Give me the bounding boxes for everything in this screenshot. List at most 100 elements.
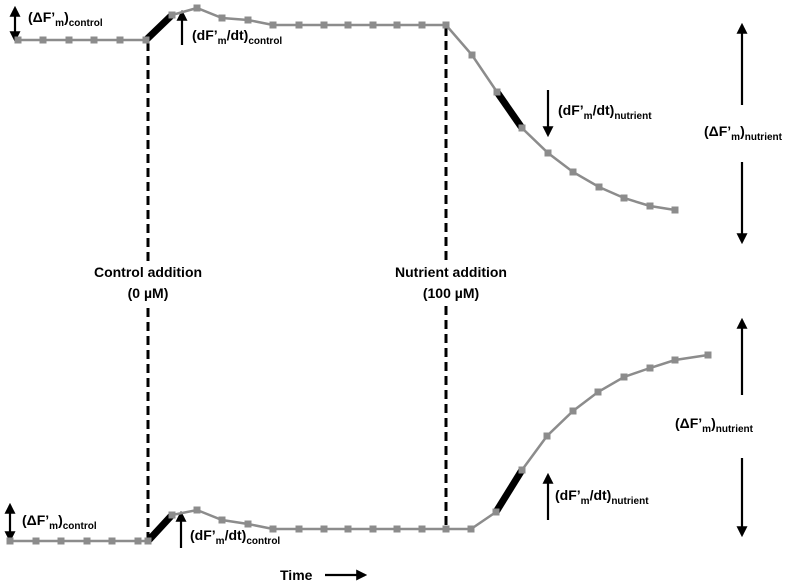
annotation-part: m [584, 111, 593, 122]
annotation-part: ) [58, 512, 63, 528]
trace-point [594, 388, 602, 396]
trace-point [65, 36, 73, 44]
annotation-part: (dF’ [558, 102, 584, 118]
trace-point [134, 537, 142, 545]
annotation-part: nutrient [611, 496, 649, 507]
annotation: (ΔF’m)nutrient [704, 123, 783, 143]
trace-point [569, 168, 577, 176]
annotation: (dF’m/dt)control [190, 527, 280, 547]
annotation-part: nutrient [745, 132, 783, 143]
slope-segment [494, 90, 525, 130]
trace-point [393, 525, 401, 533]
annotation-part: ) [711, 415, 716, 431]
annotation: (dF’m/dt)control [192, 27, 282, 47]
traces [6, 4, 712, 545]
trace-line [10, 353, 709, 543]
annotation-part: ) [740, 123, 745, 139]
trace-point [493, 88, 501, 96]
trace-point [544, 149, 552, 157]
trace-point [90, 36, 98, 44]
trace-point [543, 432, 551, 440]
event-label: Control addition [94, 264, 202, 280]
annotation-part: ) [64, 9, 69, 25]
trace-point [418, 21, 426, 29]
annotation-part: m [731, 132, 740, 143]
trace-point [144, 537, 152, 545]
trace-point [671, 206, 679, 214]
trace-point [320, 21, 328, 29]
annotation-part: m [702, 424, 711, 435]
trace-point [269, 21, 277, 29]
slope-segment [145, 512, 175, 544]
trace-point [108, 537, 116, 545]
annotation: (ΔF’m)control [22, 512, 97, 532]
annotation: (dF’m/dt)nutrient [555, 487, 649, 507]
annotation-part: (ΔF’ [704, 123, 731, 139]
annotation: (dF’m/dt)nutrient [558, 102, 652, 122]
trace-point [39, 36, 47, 44]
trace-point [193, 506, 201, 514]
trace-point [369, 21, 377, 29]
annotation-part: (dF’ [190, 527, 216, 543]
trace-point [442, 21, 450, 29]
trace-point [518, 466, 526, 474]
trace-point [620, 194, 628, 202]
layout [4, 5, 748, 581]
annotation-part: m [216, 536, 225, 547]
texts: Control addition (0 µM) Nutrient additio… [22, 9, 783, 583]
x-label: Time [280, 567, 313, 583]
trace-point [57, 537, 65, 545]
annotation-part: (ΔF’ [22, 512, 49, 528]
annotation-part: m [218, 36, 227, 47]
annotation-part: nutrient [716, 424, 754, 435]
trace-point [671, 356, 679, 364]
trace-point [168, 511, 176, 519]
annotation-part: control [63, 521, 97, 532]
trace-point [620, 373, 628, 381]
annotation-part: /dt) [225, 527, 247, 543]
trace-point [646, 364, 654, 372]
trace-point [116, 36, 124, 44]
trace-point [142, 36, 150, 44]
trace-point [344, 525, 352, 533]
annotation-part: (ΔF’ [675, 415, 702, 431]
trace-point [32, 537, 40, 545]
trace-point [14, 36, 22, 44]
trace-point [269, 525, 277, 533]
slope-segment [493, 468, 525, 514]
trace-point [244, 16, 252, 24]
trace-point [193, 4, 201, 12]
slope-segment [143, 12, 175, 43]
annotation-part: m [581, 496, 590, 507]
annotation-part: /dt) [590, 487, 612, 503]
trace-point [704, 351, 712, 359]
trace-point [442, 525, 450, 533]
annotation-part: m [55, 18, 64, 29]
trace-point [518, 124, 526, 132]
event-label: Nutrient addition [395, 264, 507, 280]
trace-point [344, 21, 352, 29]
trace-point [569, 407, 577, 415]
trace-point [295, 21, 303, 29]
trace-point [369, 525, 377, 533]
annotation-part: control [248, 36, 282, 47]
trace-point [646, 202, 654, 210]
annotation-part: control [69, 18, 103, 29]
trace-point [244, 520, 252, 528]
trace-point [6, 537, 14, 545]
event-concentration: (0 µM) [128, 285, 169, 301]
annotation-part: m [49, 521, 58, 532]
trace-point [320, 525, 328, 533]
annotation-part: (ΔF’ [28, 9, 55, 25]
annotation: (ΔF’m)nutrient [675, 415, 754, 435]
trace-point [218, 14, 226, 22]
event-concentration: (100 µM) [423, 285, 479, 301]
trace-point [468, 51, 476, 59]
trace-point [393, 21, 401, 29]
annotation-part: (dF’ [192, 27, 218, 43]
annotation-part: (dF’ [555, 487, 581, 503]
annotation-part: /dt) [227, 27, 249, 43]
annotation: (ΔF’m)control [28, 9, 103, 29]
annotation-part: nutrient [614, 111, 652, 122]
